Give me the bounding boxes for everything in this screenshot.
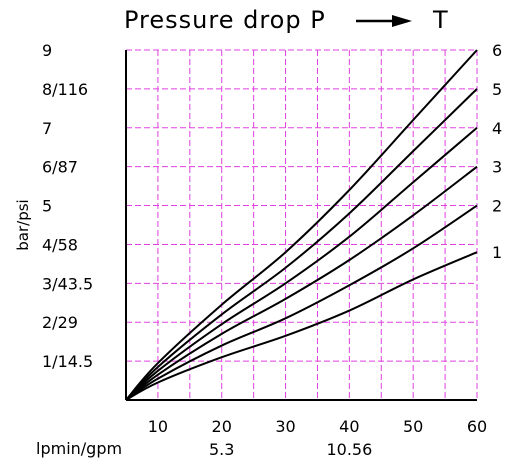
x-tick-label: 40	[339, 417, 359, 436]
x-tick-label: 60	[467, 417, 487, 436]
series-lines	[125, 49, 478, 401]
y-tick-label: 4/58	[42, 235, 78, 254]
arrow-head	[392, 15, 412, 27]
y-tick-label: 5	[42, 197, 52, 216]
series-label-5: 5	[492, 80, 502, 99]
series-line-3	[125, 165, 478, 401]
series-line-6	[125, 49, 478, 401]
series-label-3: 3	[492, 158, 502, 177]
y-tick-label: 6/87	[42, 158, 78, 177]
series-line-2	[125, 204, 478, 401]
x-secondary-tick-labels: 5.3 10.56	[209, 440, 372, 459]
y-tick-label: 1/14.5	[42, 352, 93, 371]
y-tick-label: 8/116	[42, 80, 88, 99]
axes	[125, 50, 477, 401]
series-label-2: 2	[492, 197, 502, 216]
x-tick-label: 50	[403, 417, 423, 436]
y-tick-label: 9	[42, 41, 52, 60]
x-secondary-tick-label: 5.3	[209, 440, 234, 459]
chart-title-text: Pressure drop P	[124, 6, 326, 34]
y-axis-label: bar/psi	[14, 199, 32, 250]
x-secondary-tick-label: 10.56	[326, 440, 372, 459]
y-tick-label: 7	[42, 119, 52, 138]
x-tick-label: 20	[212, 417, 232, 436]
x-tick-label: 10	[148, 417, 168, 436]
x-tick-label: 30	[275, 417, 295, 436]
x-axis-label: lpmin/gpm	[36, 439, 122, 458]
series-line-5	[125, 88, 478, 401]
series-end-labels: 1 2 3 4 5 6	[492, 41, 502, 262]
y-tick-labels: 9 8/116 7 6/87 5 4/58 3/43.5 2/29 1/14.5	[42, 41, 93, 371]
y-tick-label: 3/43.5	[42, 274, 93, 293]
y-tick-label: 2/29	[42, 313, 78, 332]
grid-lines	[126, 49, 478, 400]
arrow-right-icon	[356, 15, 412, 27]
series-line-4	[125, 127, 478, 401]
series-line-1	[125, 251, 478, 401]
chart-title: Pressure drop P T	[124, 6, 449, 34]
series-label-6: 6	[492, 41, 502, 60]
series-label-4: 4	[492, 119, 502, 138]
series-label-1: 1	[492, 243, 502, 262]
chart-title-end: T	[432, 6, 449, 34]
x-tick-labels: 10 20 30 40 50 60	[148, 417, 487, 436]
